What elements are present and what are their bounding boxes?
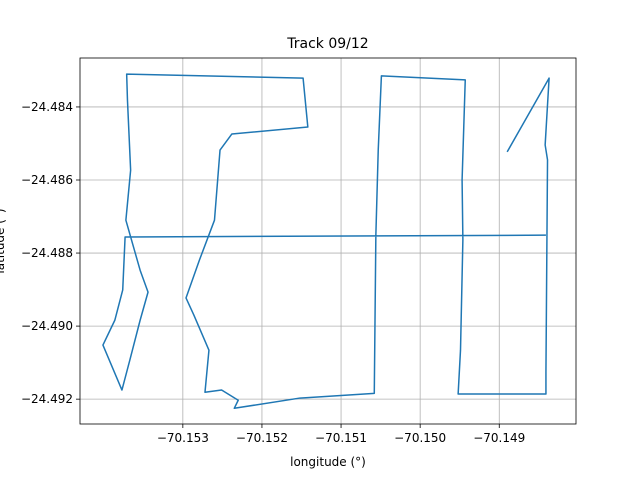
x-tick-label: −70.152: [236, 431, 288, 445]
x-tick-label: −70.149: [473, 431, 525, 445]
y-tick-label: −24.488: [21, 246, 73, 260]
chart-title: Track 09/12: [286, 36, 368, 52]
x-tick-label: −70.153: [157, 431, 209, 445]
y-tick-label: −24.486: [21, 173, 73, 187]
y-tick-label: −24.492: [21, 392, 73, 406]
y-axis-label: latitude (°): [0, 208, 7, 273]
x-tick-label: −70.151: [315, 431, 367, 445]
y-tick-label: −24.490: [21, 319, 73, 333]
x-axis-label: longitude (°): [290, 455, 366, 469]
plot-frame: [79, 57, 577, 425]
x-tick-label: −70.150: [394, 431, 446, 445]
y-tick-label: −24.484: [21, 100, 73, 114]
track-line: [102, 73, 550, 410]
